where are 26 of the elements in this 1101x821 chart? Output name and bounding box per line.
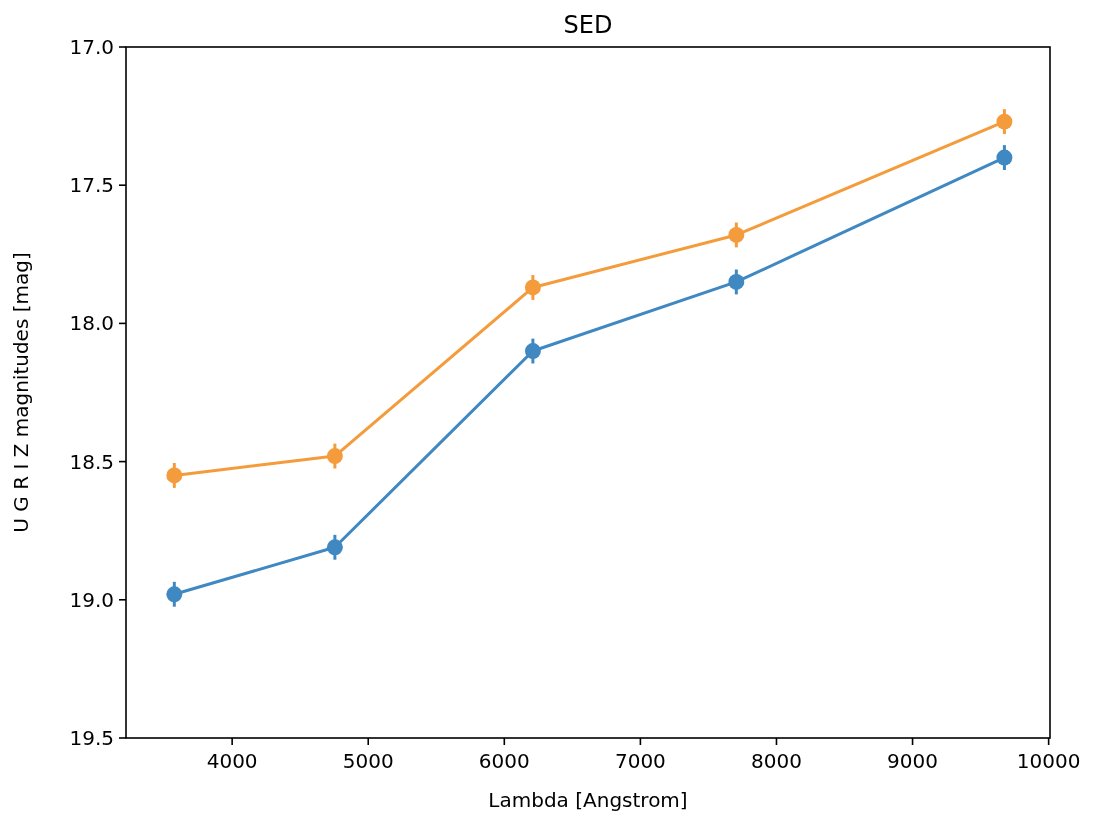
point [728,273,745,290]
point [524,343,541,359]
x-axis-title: Lambda [Angstrom] [488,788,688,812]
x-tick-label: 8000 [751,749,802,773]
y-tick-label: 17.5 [69,173,114,198]
point [326,448,343,465]
point [524,279,541,296]
y-tick-label: 17.0 [69,35,114,59]
point [728,226,745,243]
y-tick-label: 18.5 [69,449,114,474]
point [166,586,183,603]
point [996,113,1013,130]
y-tick-label: 19.5 [69,726,114,750]
x-tick-label: 7000 [614,749,666,773]
y-tick-label: 19.0 [69,587,114,612]
y-tick-label: 18.0 [69,311,114,336]
x-tick-label: 10000 [1016,749,1081,773]
y-axis-title: U G R I Z magnitudes [mag] [9,252,33,533]
x-tick-label: 6000 [478,749,530,773]
x-tick-label: 5000 [342,749,394,773]
point [996,149,1013,166]
chart-title: SED [563,11,613,39]
x-tick-label: 4000 [206,749,258,773]
point [166,467,183,484]
point [326,539,343,556]
x-tick-label: 9000 [887,749,939,773]
